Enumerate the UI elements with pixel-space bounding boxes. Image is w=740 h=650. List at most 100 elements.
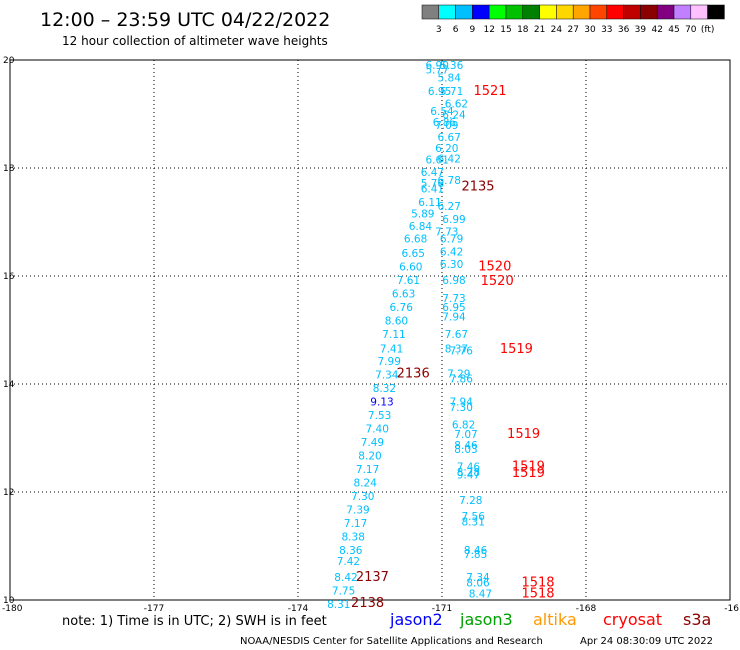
wave-height-value: 6.42 (440, 246, 463, 258)
credit-text: NOAA/NESDIS Center for Satellite Applica… (240, 636, 543, 647)
wave-height-value: 6.11 (418, 197, 441, 209)
colorbar-label: 6 (453, 25, 459, 35)
colorbar-label: 9 (470, 25, 476, 35)
wave-height-value: 6.98 (442, 275, 465, 287)
plot-area (9, 59, 731, 601)
wave-height-value: 6.95 (442, 302, 465, 314)
colorbar-label: 30 (584, 25, 596, 35)
wave-height-value: 8.38 (342, 532, 365, 544)
legend-cryosat: cryosat (603, 610, 662, 629)
wave-height-value: 6.76 (390, 302, 414, 314)
wave-height-value: 8.46 (464, 545, 488, 557)
wave-height-value: 6.63 (392, 289, 415, 301)
colorbar-swatch (673, 4, 692, 20)
pass-time-label: 1518 (521, 576, 554, 591)
wave-height-value: 7.30 (450, 402, 473, 414)
footer: note: 1) Time is in UTC; 2) SWH is in fe… (62, 610, 713, 647)
colorbar-label: 15 (500, 25, 511, 35)
wave-height-value: 7.17 (344, 518, 367, 530)
wave-height-value: 8.06 (466, 578, 490, 590)
colorbar-label: 33 (601, 25, 612, 35)
wave-height-value: 5.77 (426, 65, 449, 77)
wave-height-value: 6.79 (440, 234, 463, 246)
pass-time-label: 1519 (507, 427, 540, 442)
colorbar-label: 21 (534, 25, 545, 35)
wave-height-value: 8.60 (385, 316, 408, 328)
wave-height-value: 6.84 (409, 221, 433, 233)
wave-height-value: 6.61 (426, 155, 449, 167)
y-tick-label: 12 (3, 488, 14, 498)
wave-height-value: 6.95 (428, 86, 451, 98)
pass-time-label: 1519 (512, 466, 545, 481)
colorbar-swatch (488, 4, 507, 20)
wave-height-value: 7.86 (450, 373, 474, 385)
wave-height-value: 6.86 (433, 117, 457, 129)
wave-height-value: 7.29 (447, 369, 470, 381)
wave-height-value: 6.27 (438, 201, 461, 213)
satellite-legend: jason2 jason3 altika cryosat s3a (389, 610, 711, 629)
wave-height-points: 6.905.365.775.846.955.716.626.546.246.86… (327, 60, 492, 611)
pass-labels: 1521213515201520151921361519151915192137… (351, 84, 554, 611)
colorbar-label: 18 (517, 25, 529, 35)
wave-height-value: 6.41 (421, 183, 444, 195)
wave-height-value: 8.20 (358, 451, 381, 463)
wave-height-value: 8.31 (327, 599, 350, 611)
colorbar-swatch (522, 4, 540, 20)
wave-height-value: 6.90 (426, 60, 449, 72)
pass-time-label: 1521 (473, 84, 506, 99)
wave-height-value: 6.60 (399, 262, 422, 274)
colorbar-swatch (707, 4, 725, 20)
wave-height-value: 8.28 (457, 467, 480, 479)
legend-s3a: s3a (683, 610, 711, 629)
footnote: note: 1) Time is in UTC; 2) SWH is in fe… (62, 614, 327, 629)
wave-height-value: 8.03 (454, 444, 477, 456)
x-tick-label: -168 (576, 604, 597, 614)
chart-subtitle: 12 hour collection of altimeter wave hei… (62, 34, 328, 48)
wave-height-value: 6.67 (438, 132, 461, 144)
colorbar-swatch (606, 4, 624, 20)
wave-height-value: 8.32 (373, 383, 396, 395)
legend-altika: altika (533, 610, 577, 629)
x-tick-label: -177 (144, 604, 164, 614)
wave-height-value: 6.24 (442, 109, 466, 121)
wave-height-value: 6.42 (438, 154, 461, 166)
wave-height-value: 7.42 (337, 556, 360, 568)
wave-height-value: 7.94 (450, 397, 474, 409)
wave-height-value: 7.99 (378, 356, 401, 368)
wave-height-value: 7.11 (382, 329, 405, 341)
wave-height-value: 5.89 (411, 209, 434, 221)
pass-time-label: 2137 (356, 570, 389, 585)
wave-height-value: 7.07 (454, 429, 477, 441)
pass-time-label: 2138 (351, 596, 384, 611)
pass-time-label: 2135 (461, 180, 494, 195)
wave-height-value: 7.56 (462, 511, 486, 523)
wave-height-value: 7.41 (380, 344, 403, 356)
wave-height-value: 6.78 (438, 175, 461, 187)
wave-height-value: 5.84 (438, 73, 462, 85)
wave-height-value: 7.76 (450, 345, 474, 357)
colorbar-label: 24 (551, 25, 563, 35)
colorbar-swatch (539, 4, 557, 20)
colorbar-swatch (589, 4, 608, 20)
wave-height-value: 6.20 (435, 143, 458, 155)
y-tick-label: 14 (3, 380, 15, 390)
colorbar-swatch (421, 4, 440, 20)
wave-height-value: 5.76 (421, 178, 445, 190)
wave-height-value: 7.28 (459, 495, 482, 507)
pass-time-label: 1520 (481, 274, 514, 289)
wave-height-value: 7.46 (457, 461, 481, 473)
colorbar-label: 42 (651, 25, 662, 35)
wave-height-value: 7.34 (466, 572, 490, 584)
wave-height-value: 6.54 (430, 106, 454, 118)
colorbar-label: 12 (483, 25, 494, 35)
colorbar-swatch (556, 4, 574, 20)
wave-height-value: 7.49 (361, 437, 384, 449)
wave-height-value: 7.39 (346, 505, 369, 517)
colorbar-swatch (640, 4, 658, 20)
axis-ticks: -180 -177 -174 -171 -168 -16 20 18 16 14 12 10 (2, 56, 739, 614)
wave-height-value: 6.65 (402, 248, 425, 260)
wave-height-value: 8.42 (334, 572, 357, 584)
colorbar-label: 39 (635, 25, 647, 35)
colorbar-swatch (690, 4, 708, 20)
